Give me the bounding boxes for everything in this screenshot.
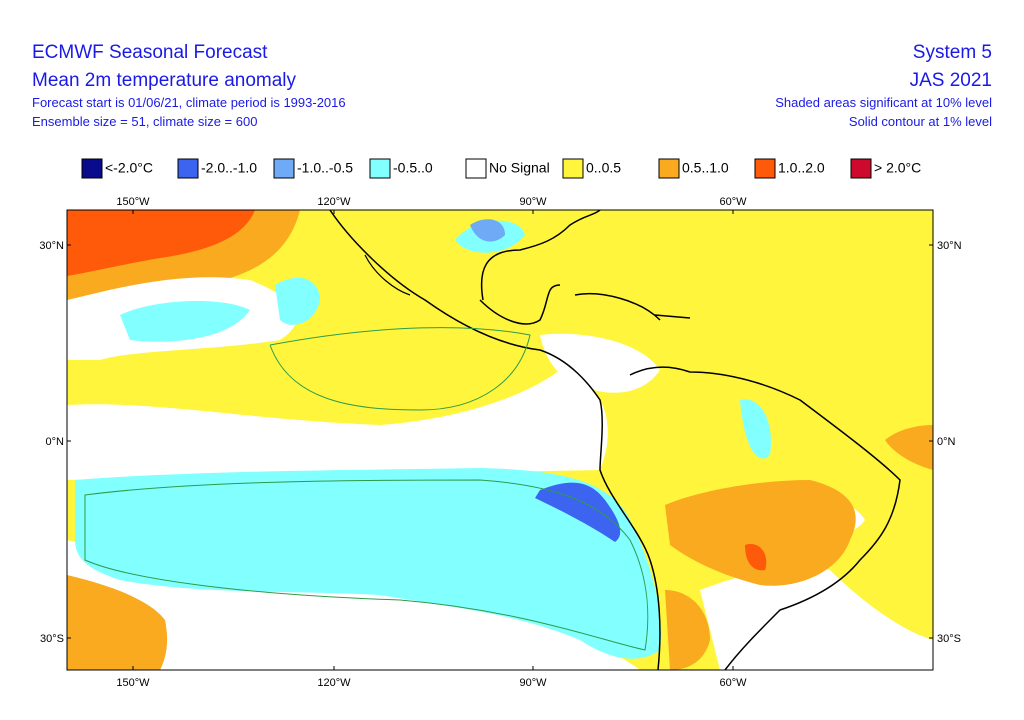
lat-label: 0°N bbox=[46, 436, 65, 448]
lon-label: 150°W bbox=[116, 196, 150, 208]
legend-label: No Signal bbox=[489, 160, 550, 176]
legend-swatch bbox=[850, 158, 872, 179]
lon-label: 90°W bbox=[519, 196, 547, 208]
season: JAS 2021 bbox=[910, 70, 992, 91]
lon-label: 120°W bbox=[317, 196, 351, 208]
lon-label: 60°W bbox=[719, 196, 747, 208]
legend-swatch bbox=[465, 158, 487, 179]
subtitle: Mean 2m temperature anomaly bbox=[32, 70, 297, 91]
legend-label: 0..0.5 bbox=[586, 160, 621, 176]
lat-label: 30°N bbox=[39, 240, 64, 252]
info: Ensemble size = 51, climate size = 600 bbox=[32, 114, 257, 129]
lat-label: 0°N bbox=[937, 436, 956, 448]
title: ECMWF Seasonal Forecast bbox=[32, 42, 268, 63]
legend-label: 1.0..2.0 bbox=[778, 160, 825, 176]
legend-swatch bbox=[369, 158, 391, 179]
axes: 150°W 150°W 120°W 120°W 90°W 90°W 60°W 60°W 30°N… bbox=[39, 196, 961, 689]
lon-label: 90°W bbox=[519, 677, 547, 689]
system: System 5 bbox=[913, 42, 992, 63]
lon-label: 150°W bbox=[116, 677, 150, 689]
map bbox=[67, 210, 933, 670]
legend-swatch bbox=[754, 158, 776, 179]
legend-swatch bbox=[273, 158, 295, 179]
map-frame bbox=[66, 209, 934, 671]
legend-swatch bbox=[562, 158, 584, 179]
lat-label: 30°N bbox=[937, 240, 962, 252]
info: Shaded areas significant at 10% level bbox=[775, 95, 992, 110]
lat-label: 30°S bbox=[937, 633, 961, 645]
legend-swatch bbox=[177, 158, 199, 179]
info: Forecast start is 01/06/21, climate peri… bbox=[32, 95, 346, 110]
legend-label: -0.5..0 bbox=[393, 160, 433, 176]
legend: <-2.0°C -2.0..-1.0 -1.0..-0.5 -0.5..0 No Sig… bbox=[81, 158, 921, 179]
legend-label: <-2.0°C bbox=[105, 160, 153, 176]
legend-label: 0.5..1.0 bbox=[682, 160, 729, 176]
info: Solid contour at 1% level bbox=[849, 114, 992, 129]
legend-label: -2.0..-1.0 bbox=[201, 160, 257, 176]
legend-swatch bbox=[658, 158, 680, 179]
lon-label: 120°W bbox=[317, 677, 351, 689]
lat-label: 30°S bbox=[40, 633, 64, 645]
lon-label: 60°W bbox=[719, 677, 747, 689]
legend-label: > 2.0°C bbox=[874, 160, 921, 176]
legend-swatch bbox=[81, 158, 103, 179]
legend-label: -1.0..-0.5 bbox=[297, 160, 353, 176]
